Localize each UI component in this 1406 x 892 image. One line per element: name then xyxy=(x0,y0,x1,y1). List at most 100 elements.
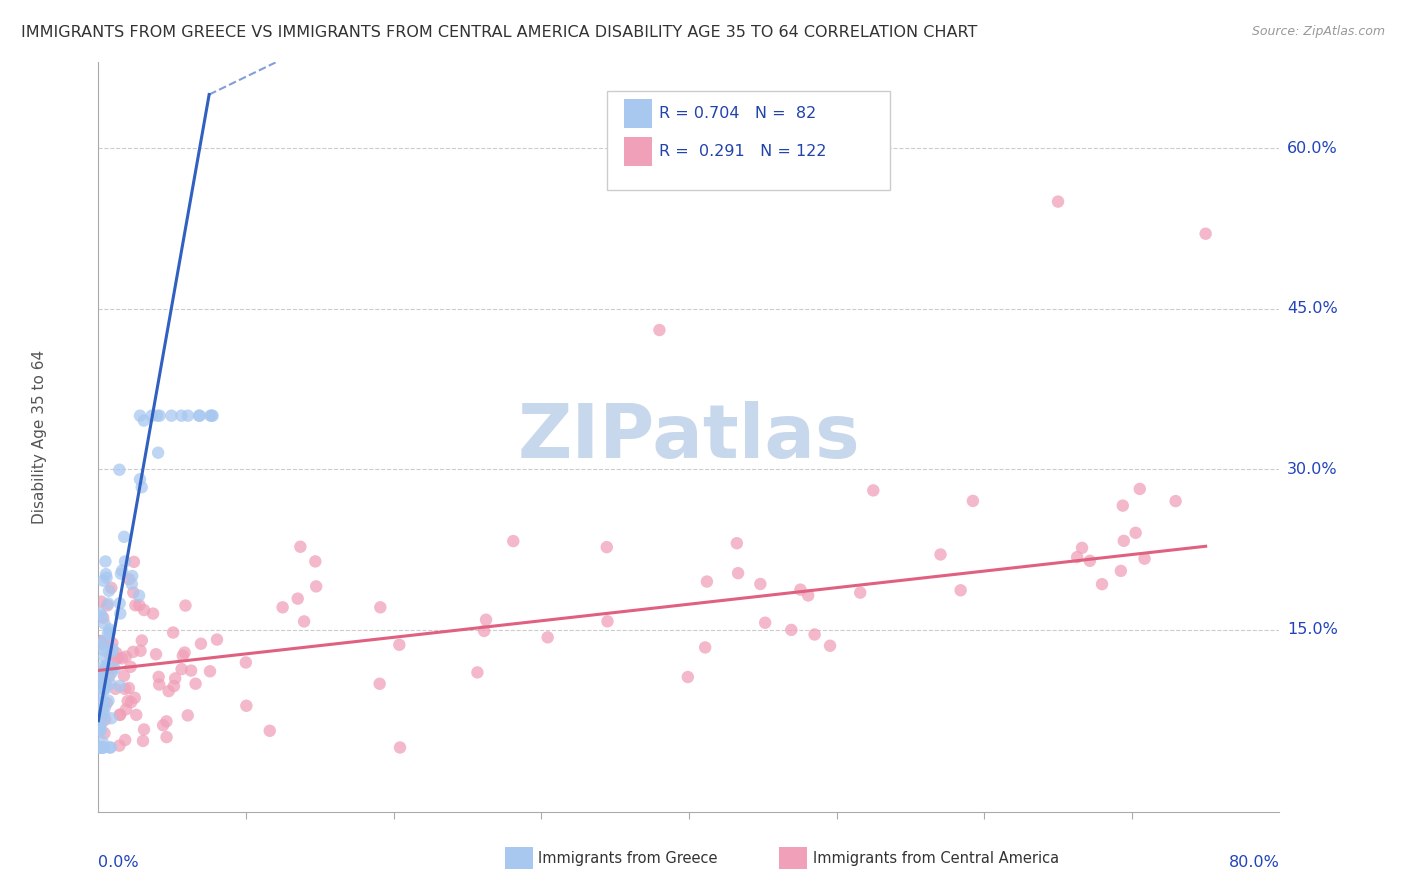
Point xyxy=(101,636,124,650)
Point xyxy=(89,721,111,735)
Point xyxy=(108,679,131,693)
Point xyxy=(131,633,153,648)
Point xyxy=(114,554,136,568)
Point xyxy=(152,718,174,732)
Point xyxy=(117,694,139,708)
Point xyxy=(114,681,136,696)
Point xyxy=(146,446,169,460)
Point xyxy=(93,643,115,657)
Point xyxy=(177,708,200,723)
Point xyxy=(145,647,167,661)
Point xyxy=(695,640,717,655)
Point xyxy=(94,682,117,697)
Point xyxy=(537,631,560,645)
Point xyxy=(1164,494,1187,508)
Point xyxy=(368,677,391,691)
Point xyxy=(90,711,112,725)
Point xyxy=(596,540,619,554)
Point xyxy=(142,607,165,621)
Point xyxy=(818,639,841,653)
Point xyxy=(1129,482,1152,496)
Point xyxy=(91,735,114,749)
Text: 60.0%: 60.0% xyxy=(1286,141,1337,155)
Point xyxy=(120,695,142,709)
Point xyxy=(305,579,328,593)
Point xyxy=(94,662,117,676)
Point xyxy=(1195,227,1218,241)
Point xyxy=(128,589,150,603)
Point xyxy=(100,581,122,595)
Text: 0.0%: 0.0% xyxy=(98,855,139,870)
Point xyxy=(122,645,145,659)
Point xyxy=(94,700,117,714)
Point xyxy=(90,638,112,652)
Point xyxy=(121,569,143,583)
Point xyxy=(90,670,112,684)
Point xyxy=(100,711,122,725)
Point xyxy=(205,632,228,647)
Point xyxy=(163,679,186,693)
Point xyxy=(172,648,194,663)
Point xyxy=(472,624,495,638)
Point xyxy=(149,409,172,423)
Point xyxy=(124,690,146,705)
Point xyxy=(157,684,180,698)
Point xyxy=(110,566,132,581)
Point xyxy=(118,572,141,586)
Point xyxy=(101,665,124,680)
Point xyxy=(108,596,131,610)
Point xyxy=(98,583,121,598)
Point xyxy=(727,566,749,581)
Point xyxy=(98,625,121,640)
Point xyxy=(121,577,143,591)
Point xyxy=(108,739,131,753)
Point xyxy=(96,571,118,585)
Point xyxy=(100,661,122,675)
Point xyxy=(93,672,115,686)
Point xyxy=(287,591,309,606)
Point xyxy=(110,607,132,621)
Point xyxy=(122,585,145,599)
Point xyxy=(502,534,524,549)
Point xyxy=(97,626,120,640)
Point xyxy=(170,409,193,423)
Point xyxy=(849,585,872,599)
Point xyxy=(100,677,122,691)
Point xyxy=(89,740,111,755)
Point xyxy=(93,676,115,690)
Point xyxy=(90,594,112,608)
Point xyxy=(1109,564,1132,578)
Point xyxy=(165,672,187,686)
Point xyxy=(797,589,820,603)
Point xyxy=(96,696,118,710)
Point xyxy=(97,597,120,611)
Point xyxy=(173,646,195,660)
Point xyxy=(1112,499,1135,513)
Point xyxy=(1091,577,1114,591)
Point xyxy=(90,669,112,683)
Point xyxy=(388,740,411,755)
Point xyxy=(89,723,111,738)
Point xyxy=(271,600,294,615)
Point xyxy=(91,702,114,716)
Point xyxy=(91,740,114,755)
Point xyxy=(304,554,326,568)
Text: 45.0%: 45.0% xyxy=(1286,301,1337,316)
Point xyxy=(170,662,193,676)
Point xyxy=(1125,525,1147,540)
Point xyxy=(98,648,121,662)
Point xyxy=(93,706,115,721)
Point xyxy=(648,323,671,337)
Point xyxy=(91,574,114,588)
Point xyxy=(162,625,184,640)
Point xyxy=(596,615,619,629)
Point xyxy=(94,674,117,689)
Point xyxy=(132,723,155,737)
Point xyxy=(177,409,200,423)
Point xyxy=(93,649,115,664)
Text: 30.0%: 30.0% xyxy=(1286,462,1337,476)
Point xyxy=(235,698,257,713)
Text: IMMIGRANTS FROM GREECE VS IMMIGRANTS FROM CENTRAL AMERICA DISABILITY AGE 35 TO 6: IMMIGRANTS FROM GREECE VS IMMIGRANTS FRO… xyxy=(21,25,977,40)
Point xyxy=(949,583,972,598)
Point xyxy=(676,670,699,684)
